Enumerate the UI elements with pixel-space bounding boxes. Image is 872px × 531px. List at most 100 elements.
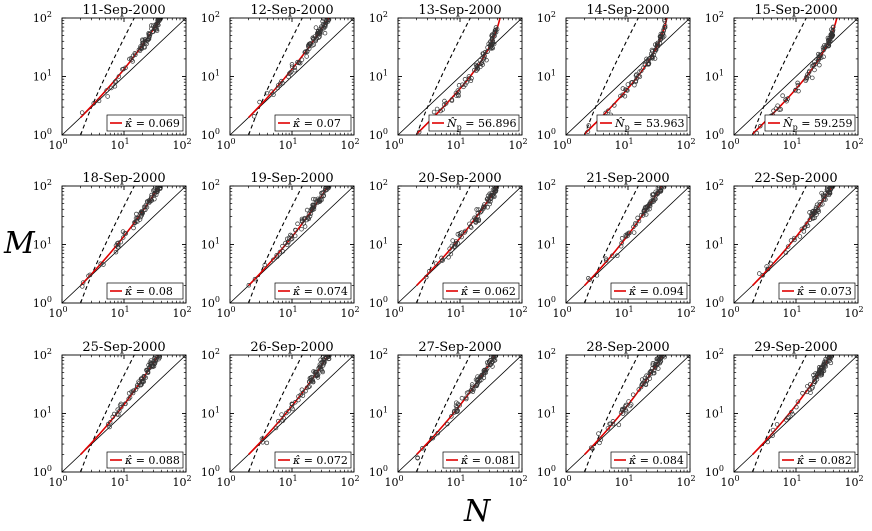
x-tick-label: 100 bbox=[216, 137, 235, 152]
legend-label: N̂p = 53.963 bbox=[614, 117, 684, 132]
data-point bbox=[252, 276, 258, 282]
data-point bbox=[786, 414, 791, 420]
legend: κ̂ = 0.094 bbox=[610, 282, 688, 300]
data-point bbox=[797, 234, 803, 239]
data-point bbox=[454, 93, 459, 98]
data-point bbox=[287, 70, 293, 76]
y-tick-label: 101 bbox=[705, 406, 724, 421]
panel-title: 19-Sep-2000 bbox=[250, 171, 333, 186]
reference-line-dashed bbox=[752, 355, 807, 472]
fit-curve bbox=[584, 355, 664, 455]
data-point bbox=[492, 30, 497, 36]
x-tick-label: 101 bbox=[278, 137, 297, 152]
data-point bbox=[131, 225, 136, 231]
panel-title: 18-Sep-2000 bbox=[82, 171, 165, 186]
data-point bbox=[151, 23, 156, 28]
data-point bbox=[827, 355, 832, 360]
data-point bbox=[790, 411, 795, 417]
legend-box bbox=[610, 282, 688, 300]
data-point bbox=[152, 356, 158, 362]
y-tick-label: 101 bbox=[369, 406, 388, 421]
legend-box bbox=[778, 282, 856, 300]
fit-curve bbox=[248, 18, 330, 118]
legend-box bbox=[106, 451, 184, 469]
data-point bbox=[126, 396, 131, 402]
data-point bbox=[625, 88, 630, 93]
data-point bbox=[297, 60, 303, 66]
data-point bbox=[770, 427, 776, 433]
data-point bbox=[819, 370, 825, 375]
y-tick-label: 101 bbox=[705, 69, 724, 84]
data-point bbox=[794, 404, 799, 410]
data-point bbox=[116, 74, 122, 79]
x-tick-label: 100 bbox=[48, 305, 67, 320]
plot-area bbox=[230, 186, 354, 303]
legend-box bbox=[106, 114, 184, 132]
panel-title: 22-Sep-2000 bbox=[754, 171, 837, 186]
data-point bbox=[812, 210, 818, 215]
data-point bbox=[478, 209, 483, 215]
x-tick-label: 102 bbox=[172, 474, 191, 489]
data-point bbox=[806, 70, 812, 75]
data-point bbox=[492, 355, 497, 357]
x-tick-label: 100 bbox=[384, 305, 403, 320]
x-tick-label: 101 bbox=[614, 474, 633, 489]
data-point bbox=[113, 243, 119, 248]
data-point bbox=[491, 193, 497, 198]
data-point bbox=[308, 378, 313, 383]
data-point bbox=[470, 218, 475, 223]
legend-label: κ̂ = 0.069 bbox=[124, 117, 180, 130]
data-point bbox=[147, 34, 152, 39]
data-point bbox=[487, 359, 492, 364]
data-point bbox=[810, 209, 815, 214]
data-point bbox=[147, 199, 152, 204]
data-point bbox=[123, 65, 128, 71]
data-point bbox=[304, 207, 310, 213]
data-point bbox=[447, 246, 452, 252]
legend: N̂p = 59.259 bbox=[764, 114, 856, 132]
data-point bbox=[807, 382, 813, 387]
data-point bbox=[654, 43, 660, 49]
data-point bbox=[596, 431, 601, 436]
data-point bbox=[812, 67, 817, 73]
data-point bbox=[619, 236, 625, 241]
data-point bbox=[650, 195, 656, 200]
panel-title: 14-Sep-2000 bbox=[586, 3, 669, 18]
data-point bbox=[792, 237, 797, 243]
data-point bbox=[302, 215, 308, 221]
data-point bbox=[644, 59, 649, 64]
y-tick-label: 101 bbox=[201, 237, 220, 252]
data-point bbox=[279, 412, 284, 417]
data-point bbox=[661, 186, 667, 190]
data-point bbox=[816, 55, 821, 61]
data-point bbox=[619, 240, 624, 246]
x-tick-label: 102 bbox=[508, 137, 527, 152]
data-point bbox=[323, 187, 328, 193]
data-point bbox=[606, 108, 611, 114]
x-tick-label: 100 bbox=[48, 137, 67, 152]
y-tick-label: 102 bbox=[201, 347, 220, 362]
data-point bbox=[652, 56, 658, 61]
data-point bbox=[149, 192, 154, 198]
data-point bbox=[143, 37, 148, 43]
data-point bbox=[457, 231, 463, 236]
data-point bbox=[483, 49, 488, 55]
data-point bbox=[817, 62, 822, 68]
data-point bbox=[323, 355, 329, 360]
data-point bbox=[650, 361, 656, 366]
data-point bbox=[308, 41, 313, 47]
data-point bbox=[758, 123, 763, 129]
panel-title: 13-Sep-2000 bbox=[418, 3, 501, 18]
plot-area bbox=[566, 186, 690, 303]
data-point bbox=[156, 355, 162, 359]
data-point bbox=[482, 202, 487, 207]
data-point bbox=[139, 210, 144, 216]
legend-label: N̂p = 56.896 bbox=[446, 117, 516, 132]
data-point bbox=[660, 31, 666, 36]
data-point bbox=[151, 361, 156, 366]
reference-line-solid bbox=[734, 18, 858, 135]
data-point bbox=[120, 235, 126, 240]
